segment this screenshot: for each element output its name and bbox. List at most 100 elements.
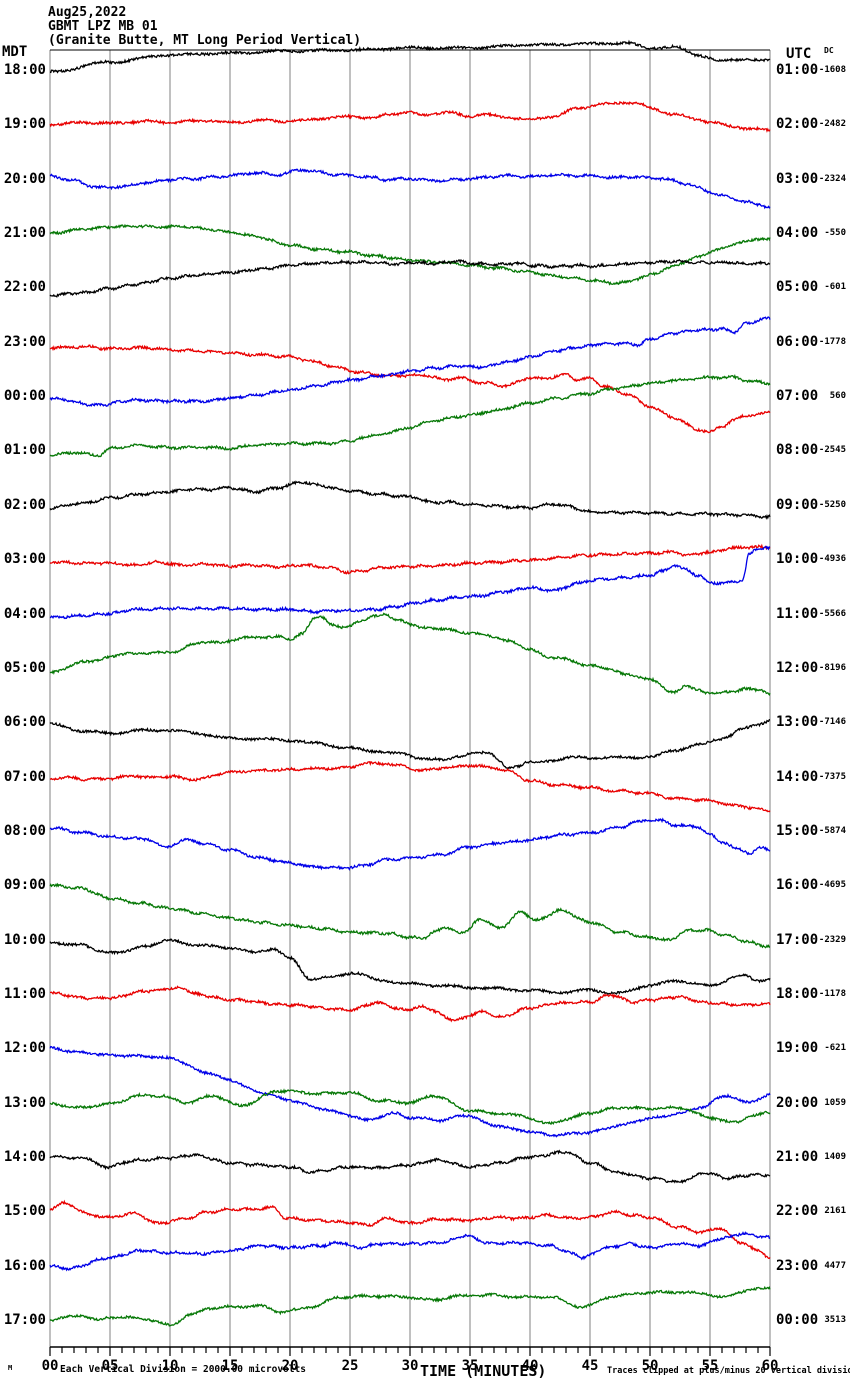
dc-value-1800: -1178 [818, 988, 846, 999]
dc-value-2100: 1409 [824, 1152, 846, 1162]
utc-time-label-1900: 19:00 [776, 1040, 819, 1057]
dc-value-1500: -5874 [818, 825, 846, 836]
utc-time-label-1100: 11:00 [776, 605, 819, 622]
dc-value-1100: -5566 [818, 608, 846, 619]
utc-time-label-0200: 02:00 [776, 116, 819, 133]
trace-mdt-0000 [49, 316, 771, 408]
clip-note: Traces clipped at plus/minus 20 vertical… [607, 1366, 850, 1376]
dc-value-0900: -5250 [818, 499, 846, 510]
dc-value-2300: 4477 [824, 1260, 846, 1271]
mdt-time-label-1700: 17:00 [3, 1312, 46, 1329]
utc-time-label-0600: 06:00 [776, 333, 819, 350]
utc-time-label-0100: 01:00 [776, 62, 819, 78]
title-station-description: (Granite Butte, MT Long Period Vertical) [48, 33, 362, 48]
mdt-time-label-0400: 04:00 [3, 605, 46, 622]
trace-mdt-1300 [49, 1088, 771, 1126]
right-axis-header-utc: UTC [786, 46, 812, 62]
dc-value-0500: -601 [824, 282, 846, 293]
dc-value-2200: 2161 [824, 1206, 846, 1217]
mdt-time-label-1300: 13:00 [3, 1094, 46, 1111]
trace-mdt-1800 [49, 39, 771, 74]
mdt-time-label-0200: 02:00 [3, 496, 46, 513]
trace-mdt-2300 [49, 343, 771, 434]
mdt-time-label-1000: 10:00 [3, 931, 46, 948]
dc-value-0700: 560 [829, 391, 846, 402]
trace-mdt-1100 [49, 985, 771, 1023]
division-note: Each Vertical Division = 2000.00 microvo… [60, 1364, 306, 1375]
trace-mdt-0200 [49, 480, 771, 520]
utc-time-label-1600: 16:00 [776, 877, 819, 894]
trace-mdt-0300 [49, 543, 771, 575]
mdt-time-label-2000: 20:00 [3, 170, 46, 187]
utc-time-label-0000: 00:00 [776, 1312, 819, 1329]
utc-time-label-2100: 21:00 [776, 1149, 819, 1165]
dc-value-1300: -7146 [818, 717, 846, 728]
trace-mdt-2000 [49, 167, 771, 210]
trace-mdt-0400 [49, 545, 771, 620]
x-tick-label-55: 55 [701, 1358, 719, 1374]
trace-mdt-2200 [49, 258, 771, 298]
right-axis-header-dc: DC [824, 46, 834, 55]
dc-value-0400: -550 [824, 228, 846, 239]
dc-value-1400: -7375 [818, 771, 846, 782]
mdt-time-label-1800: 18:00 [3, 62, 46, 78]
dc-value-0600: -1778 [818, 336, 846, 347]
mdt-time-label-0300: 03:00 [3, 551, 46, 568]
dc-value-1700: -2329 [818, 934, 846, 945]
mdt-time-label-2100: 21:00 [3, 225, 46, 242]
mdt-time-label-0900: 09:00 [3, 877, 46, 894]
trace-mdt-1400 [49, 1149, 771, 1185]
utc-time-label-1300: 13:00 [776, 714, 819, 731]
trace-mdt-0900 [49, 882, 771, 949]
x-tick-label-40: 40 [521, 1358, 539, 1374]
mdt-time-label-0800: 08:00 [3, 822, 46, 839]
utc-time-label-0300: 03:00 [776, 170, 819, 187]
utc-time-label-1700: 17:00 [776, 931, 819, 948]
x-tick-label-00: 00 [41, 1358, 59, 1374]
trace-mdt-1700 [49, 1285, 771, 1327]
mdt-time-label-2200: 22:00 [3, 279, 46, 296]
x-axis-title: TIME (MINUTES) [420, 1362, 547, 1380]
corner-glyph: M [8, 1364, 13, 1372]
left-axis-header-mdt: MDT [2, 44, 28, 60]
mdt-time-label-1500: 15:00 [3, 1203, 46, 1220]
trace-mdt-1500 [49, 1199, 771, 1260]
utc-time-label-1800: 18:00 [776, 985, 819, 1002]
trace-mdt-1900 [49, 100, 771, 133]
mdt-time-label-1400: 14:00 [3, 1149, 46, 1165]
mdt-time-label-1100: 11:00 [3, 985, 46, 1002]
mdt-time-label-1900: 19:00 [3, 116, 46, 133]
utc-time-label-0900: 09:00 [776, 496, 819, 513]
dc-value-0000: 3513 [824, 1315, 846, 1326]
x-tick-label-50: 50 [641, 1358, 659, 1374]
mdt-time-label-1600: 16:00 [3, 1257, 46, 1274]
x-tick-label-25: 25 [341, 1358, 359, 1374]
utc-time-label-2000: 20:00 [776, 1094, 819, 1111]
x-tick-label-05: 05 [101, 1358, 119, 1374]
mdt-time-label-0100: 01:00 [3, 442, 46, 459]
dc-value-1600: -4695 [818, 880, 846, 891]
mdt-time-label-2300: 23:00 [3, 333, 46, 350]
dc-value-0300: -2324 [818, 173, 846, 184]
dc-value-0100: -1608 [818, 65, 846, 75]
dc-value-1200: -8196 [818, 662, 846, 673]
utc-time-label-0500: 05:00 [776, 279, 819, 296]
utc-time-label-0400: 04:00 [776, 225, 819, 242]
dc-value-0200: -2482 [818, 119, 846, 130]
trace-mdt-0700 [49, 760, 771, 813]
trace-mdt-2100 [49, 223, 771, 286]
title-date: Aug25,2022 [48, 5, 127, 20]
trace-mdt-0500 [49, 612, 771, 697]
utc-time-label-2300: 23:00 [776, 1257, 819, 1274]
trace-mdt-0600 [49, 718, 771, 770]
x-tick-label-10: 10 [161, 1358, 179, 1374]
utc-time-label-0700: 07:00 [776, 388, 819, 405]
dc-value-1900: -621 [824, 1043, 846, 1054]
x-tick-label-45: 45 [581, 1358, 599, 1374]
x-tick-label-60: 60 [761, 1358, 779, 1374]
utc-time-label-1500: 15:00 [776, 822, 819, 839]
dc-value-1000: -4936 [818, 554, 846, 565]
utc-time-label-2200: 22:00 [776, 1203, 819, 1220]
